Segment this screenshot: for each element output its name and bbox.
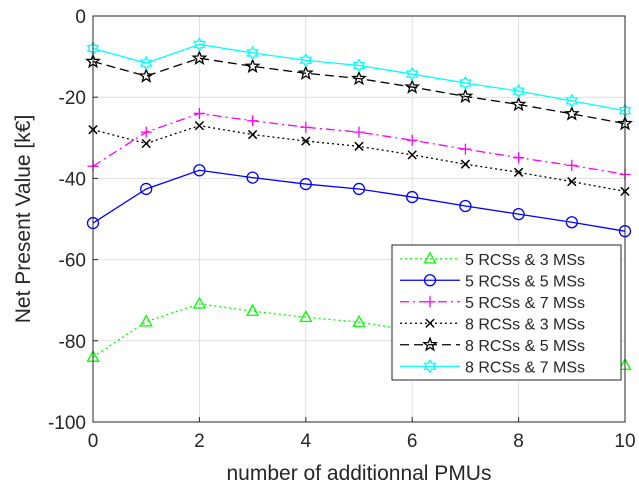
data-point-marker [247,129,258,140]
legend-marker [422,336,438,352]
data-point-marker [138,67,155,83]
data-point-marker [299,177,312,191]
legend-marker [425,318,435,328]
series-5 [85,49,633,131]
y-tick-label: -60 [59,251,86,272]
legend-label: 8 RCSs & 5 MSs [465,338,585,355]
data-point-marker [299,309,313,323]
series-line [92,124,626,193]
x-tick-label: 6 [407,431,418,452]
x-tick-label: 8 [513,431,524,452]
data-point-marker [139,314,153,327]
series-line [92,57,626,125]
data-point-marker [141,138,151,149]
data-point-marker [140,126,152,138]
series-line [92,43,626,112]
legend: 5 RCSs & 3 MSs 5 RCSs & 5 MSs 5 RCSs & 7 M… [391,244,622,381]
data-point-marker [193,37,206,52]
legend-marker [423,274,437,287]
legend-label: 8 RCSs & 7 MSs [465,359,585,376]
legend-label: 5 RCSs & 7 MSs [465,295,585,312]
data-point-marker [352,314,366,327]
data-point-marker [247,115,259,127]
legend-label: 5 RCSs & 3 MSs [465,252,585,269]
data-point-marker [354,141,364,151]
y-tick-label: -100 [48,413,86,434]
y-tick-label: -20 [59,88,86,109]
data-point-marker [404,78,421,94]
x-tick-label: 4 [301,431,312,452]
data-point-marker [512,83,525,99]
data-point-marker [352,182,366,196]
data-point-marker [140,182,153,196]
data-point-marker [353,126,365,138]
data-point-marker [565,216,578,229]
legend-label: 5 RCSs & 5 MSs [465,273,585,290]
y-tick-label: -40 [59,169,86,190]
data-point-marker [406,134,418,146]
data-point-marker [299,52,313,68]
data-point-marker [459,199,472,213]
data-point-marker [406,190,419,204]
x-tick-label: 2 [194,431,205,452]
data-point-marker [193,107,205,119]
data-point-marker [460,159,471,169]
data-point-marker [563,105,580,121]
data-point-marker [459,143,471,155]
x-axis-label: number of additionnal PMUs [227,462,492,485]
y-tick-label: -80 [59,332,86,353]
data-point-marker [565,93,579,109]
data-point-marker [244,57,261,74]
y-axis-label: Net Present Value [k€] [12,115,35,324]
data-point-marker [297,64,314,80]
data-point-marker [566,159,578,171]
data-point-marker [194,120,205,131]
x-tick-label: 0 [88,431,99,452]
x-tick-label: 10 [614,431,635,452]
data-point-marker [512,207,525,221]
data-point-marker [246,45,259,61]
data-point-marker [301,136,311,146]
legend-marker [423,358,437,374]
data-point-marker [459,75,472,91]
plot-frame [92,15,626,423]
legend-marker [424,296,436,308]
data-point-marker [457,88,474,104]
ticks: 0 2 4 6 8 10 0 -20 -40 -60 -80 -100 [48,7,636,452]
data-point-marker [405,66,419,82]
data-point-marker [192,296,206,309]
data-point-marker [513,167,524,177]
data-point-marker [191,49,208,65]
data-point-marker [510,96,527,112]
legend-box [391,244,622,381]
data-point-marker [513,152,525,164]
data-point-marker [193,164,206,177]
data-point-marker [139,55,153,71]
series-line [92,169,626,232]
data-point-marker [246,303,260,316]
data-point-marker [300,121,312,133]
legend-label: 8 RCSs & 3 MSs [465,316,585,333]
legend-marker [423,251,437,264]
data-point-marker [567,176,577,187]
data-point-marker [246,171,259,184]
y-tick-label: 0 [75,7,86,28]
data-point-marker [352,58,366,73]
data-point-marker [407,150,417,160]
series-6 [86,37,632,118]
data-point-marker [351,70,367,86]
